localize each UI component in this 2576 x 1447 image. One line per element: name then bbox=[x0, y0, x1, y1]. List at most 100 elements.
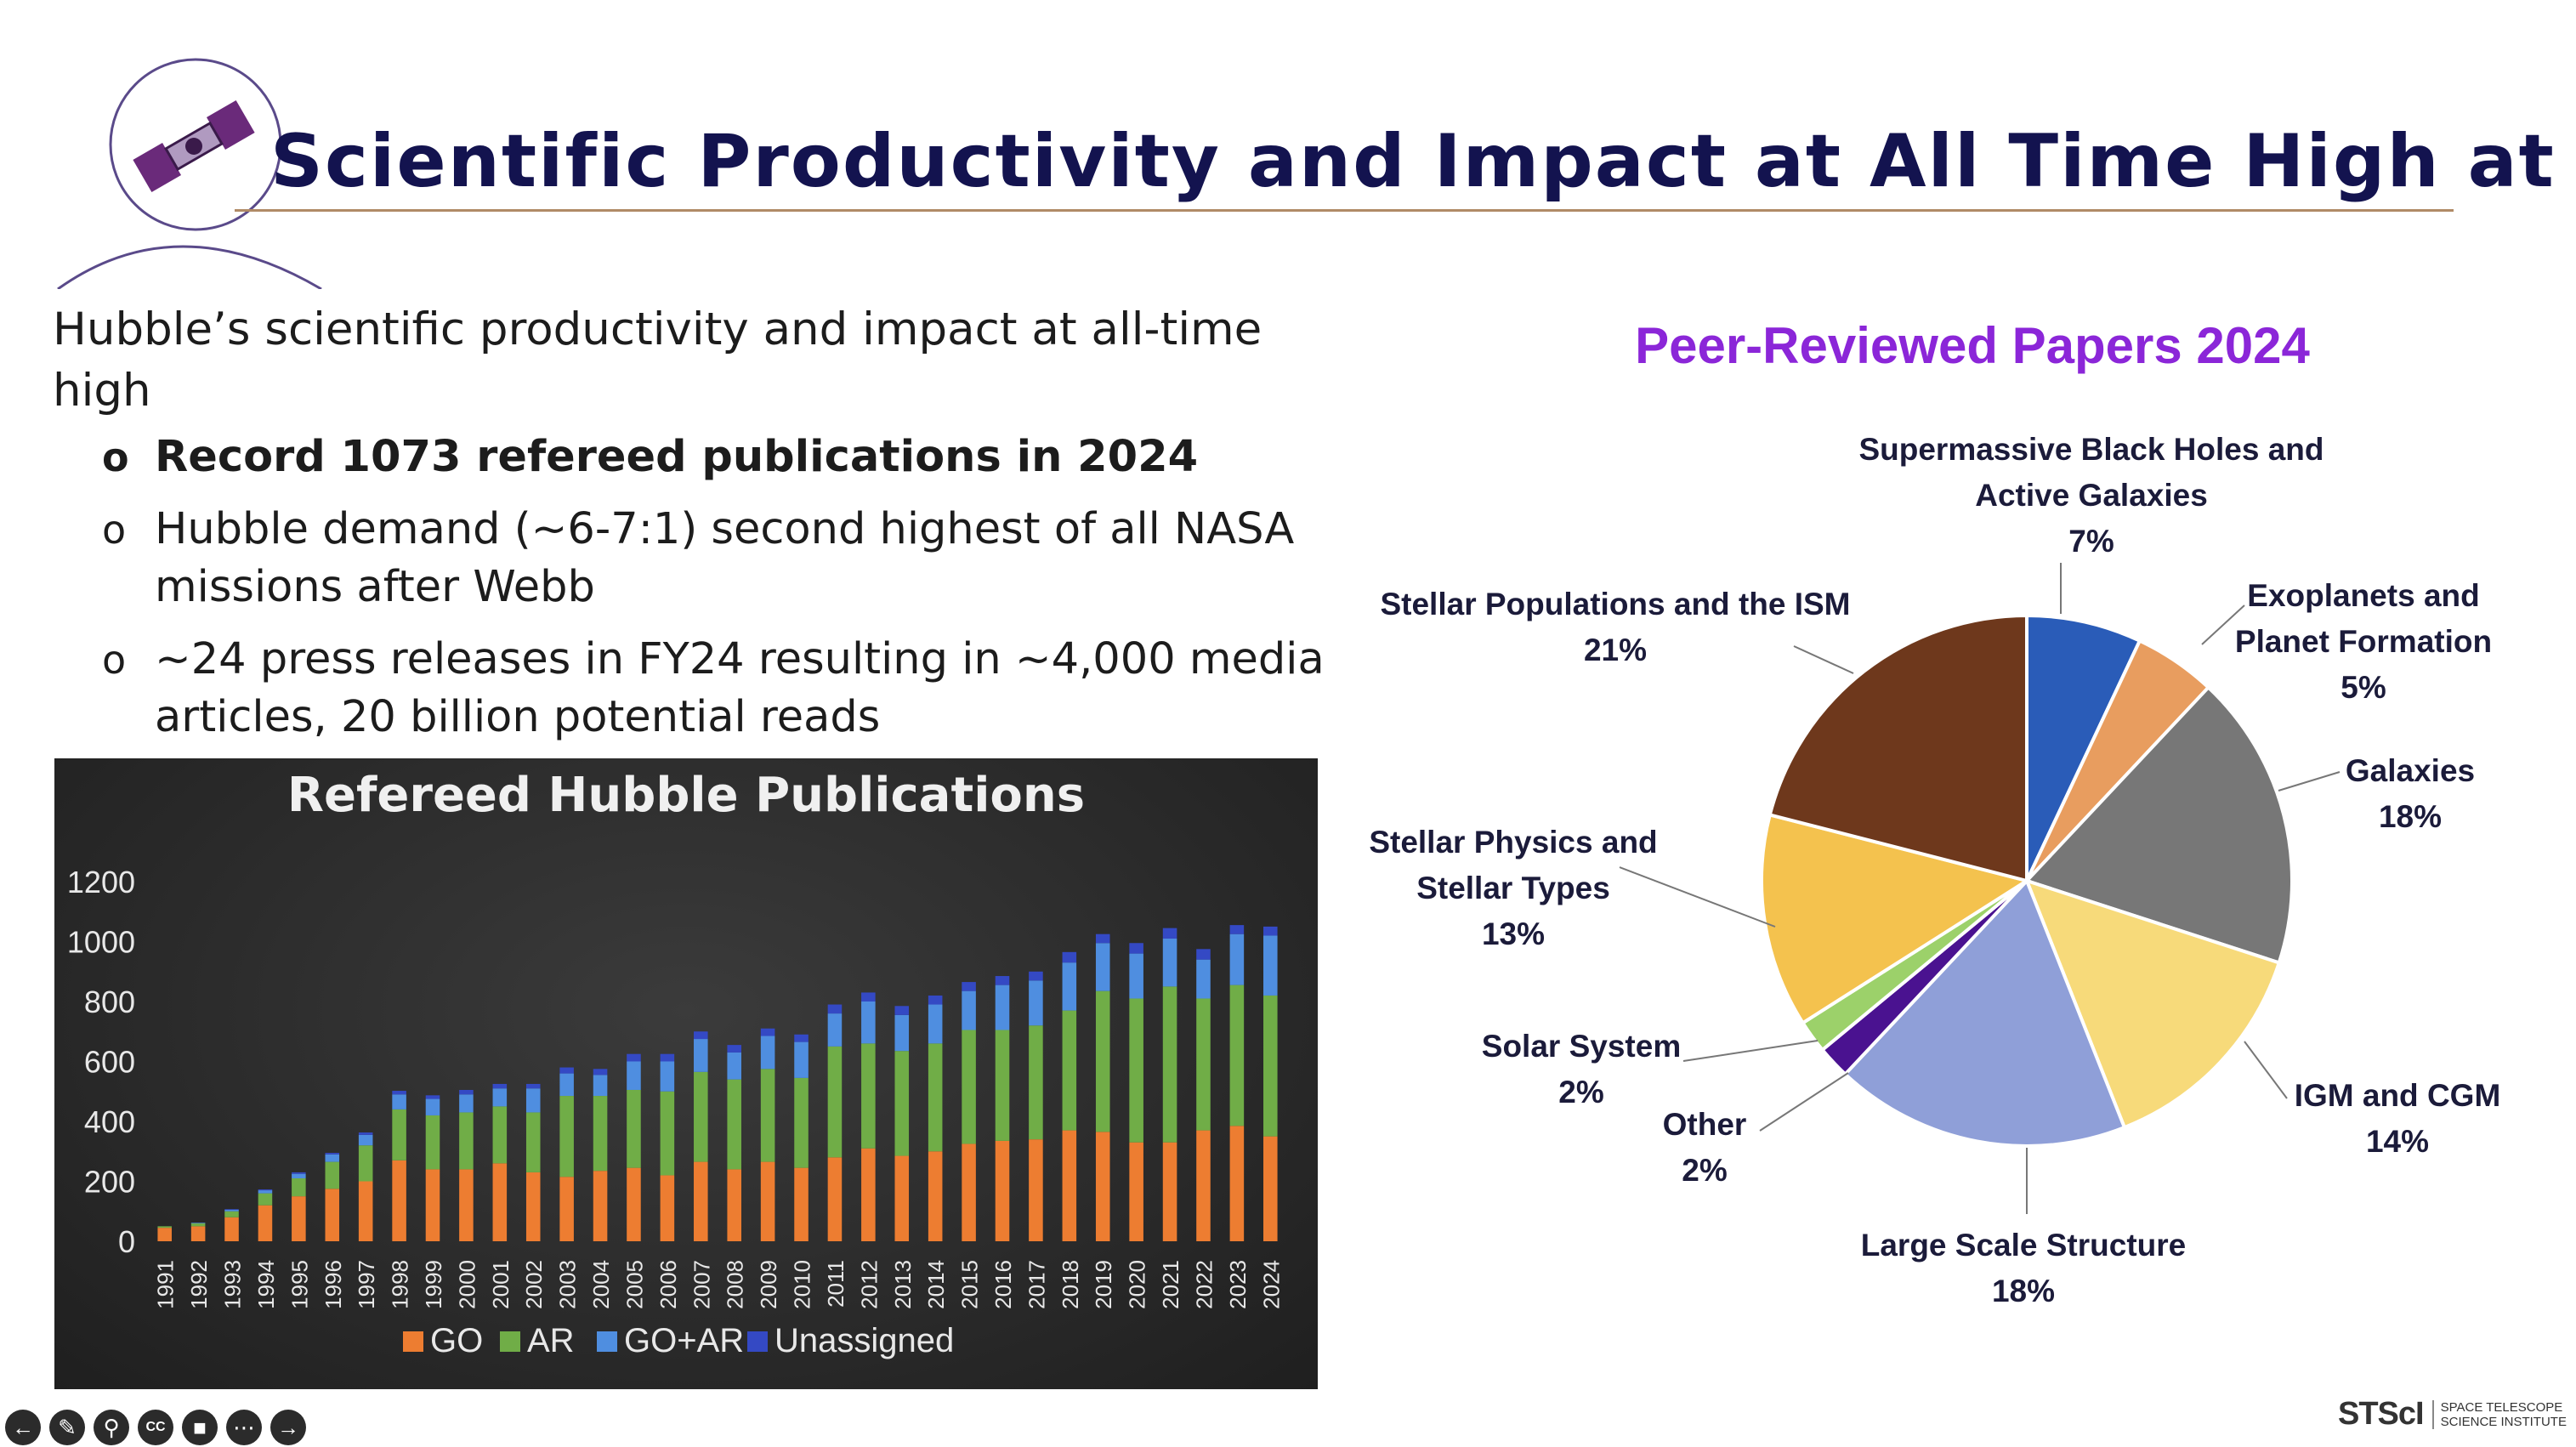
bar-segment-go bbox=[190, 1226, 206, 1241]
stsci-logo: STScI SPACE TELESCOPE SCIENCE INSTITUTE bbox=[2338, 1396, 2567, 1433]
x-tick-label: 2016 bbox=[990, 1260, 1016, 1309]
x-tick-label: 1996 bbox=[321, 1260, 346, 1309]
bar-segment-ar bbox=[694, 1071, 708, 1162]
pie-label-pct: 2% bbox=[1682, 1153, 1728, 1188]
bar-segment-go-ar bbox=[694, 1039, 708, 1072]
bar-segment-go bbox=[1229, 1126, 1245, 1241]
legend-label: GO+AR bbox=[624, 1322, 744, 1359]
bar-segment-go bbox=[962, 1143, 976, 1241]
bar-segment-ar bbox=[593, 1096, 608, 1172]
pie-label-igm: IGM and CGM 14% bbox=[2278, 1073, 2516, 1165]
pie-label-other: Other 2% bbox=[1641, 1102, 1768, 1194]
bar-segment-go-ar bbox=[1196, 959, 1211, 999]
bar-segment-unassigned bbox=[694, 1031, 708, 1040]
bar-segment-go-ar bbox=[760, 1036, 775, 1070]
bar-segment-ar bbox=[1263, 995, 1278, 1137]
pie-label-text: Stellar Populations and the ISM bbox=[1380, 587, 1851, 621]
bar-segment-ar bbox=[157, 1226, 172, 1229]
pie-label-pct: 18% bbox=[1991, 1274, 2056, 1308]
legend-swatch bbox=[500, 1331, 520, 1352]
bar-segment-go bbox=[694, 1161, 708, 1241]
bar-segment-ar bbox=[559, 1096, 574, 1177]
bar-segment-go bbox=[995, 1140, 1010, 1241]
bar-segment-go-ar bbox=[962, 990, 976, 1030]
x-tick-label: 2015 bbox=[957, 1260, 983, 1309]
captions-icon[interactable]: CC bbox=[138, 1410, 173, 1445]
bullet-text: Hubble demand (~6-7:1) second highest of… bbox=[155, 504, 1295, 612]
bar-segment-go-ar bbox=[258, 1190, 273, 1194]
x-tick-label: 2002 bbox=[521, 1260, 547, 1309]
bar-segment-ar bbox=[224, 1211, 239, 1217]
y-tick-label: 800 bbox=[84, 985, 135, 1019]
bar-segment-go bbox=[525, 1172, 541, 1241]
bar-segment-go-ar bbox=[1062, 962, 1077, 1011]
pie-slice bbox=[1842, 877, 2127, 1148]
bar-segment-ar bbox=[627, 1089, 641, 1168]
pie-label-stellar-physics: Stellar Physics and Stellar Types 13% bbox=[1360, 820, 1666, 957]
back-icon[interactable]: ← bbox=[5, 1410, 41, 1445]
pie-label-pct: 14% bbox=[2365, 1124, 2430, 1159]
bar-segment-go-ar bbox=[627, 1061, 641, 1090]
x-tick-label: 2012 bbox=[856, 1260, 882, 1309]
bar-segment-unassigned bbox=[962, 982, 976, 991]
bar-segment-ar bbox=[962, 1030, 976, 1144]
x-tick-label: 2022 bbox=[1191, 1260, 1217, 1309]
pie-label-pct: 18% bbox=[2378, 799, 2443, 834]
bullet-marker: o bbox=[102, 637, 127, 683]
presentation-toolbar: ← ✎ ⚲ CC ■ ⋯ → bbox=[5, 1410, 306, 1447]
pie-label-text: Supermassive Black Holes and bbox=[1858, 432, 2324, 467]
bullet-text: ~24 press releases in FY24 resulting in … bbox=[155, 634, 1325, 742]
x-tick-label: 1994 bbox=[253, 1260, 279, 1309]
x-tick-label: 2008 bbox=[723, 1260, 748, 1309]
zoom-icon[interactable]: ⚲ bbox=[94, 1410, 129, 1445]
pie-label-text: Solar System bbox=[1481, 1029, 1682, 1064]
bar-segment-go bbox=[492, 1163, 508, 1241]
legend-label: AR bbox=[527, 1322, 575, 1359]
more-icon[interactable]: ⋯ bbox=[226, 1410, 262, 1445]
x-tick-label: 2019 bbox=[1091, 1260, 1116, 1309]
x-tick-label: 2000 bbox=[454, 1260, 479, 1309]
stsci-sub-line: SPACE TELESCOPE bbox=[2440, 1399, 2563, 1415]
bar-segment-go bbox=[727, 1169, 741, 1241]
bar-segment-ar bbox=[827, 1046, 843, 1158]
pie-label-galaxies: Galaxies 18% bbox=[2321, 748, 2499, 840]
x-tick-label: 1998 bbox=[388, 1260, 413, 1309]
x-tick-label: 2010 bbox=[790, 1260, 815, 1309]
bar-segment-go-ar bbox=[358, 1134, 373, 1146]
bar-segment-ar bbox=[1129, 998, 1143, 1143]
pie-label-text: IGM and CGM bbox=[2294, 1078, 2501, 1113]
bar-segment-go bbox=[459, 1169, 474, 1241]
x-tick-label: 2001 bbox=[488, 1260, 513, 1309]
bar-segment-unassigned bbox=[660, 1053, 675, 1062]
pie-label-exoplanets: Exoplanets and Planet Formation 5% bbox=[2210, 573, 2516, 711]
camera-icon[interactable]: ■ bbox=[182, 1410, 218, 1445]
bar-segment-unassigned bbox=[392, 1091, 406, 1095]
pie-label-text: Galaxies bbox=[2345, 753, 2476, 788]
bar-segment-ar bbox=[1229, 985, 1245, 1126]
bar-segment-ar bbox=[727, 1079, 741, 1170]
bar-segment-unassigned bbox=[258, 1189, 273, 1191]
y-tick-label: 600 bbox=[84, 1045, 135, 1080]
pie-label-stellar-populations: Stellar Populations and the ISM 21% bbox=[1360, 582, 1870, 673]
bar-segment-go-ar bbox=[325, 1154, 340, 1162]
bar-segment-go bbox=[1263, 1136, 1278, 1241]
bar-segment-go bbox=[392, 1160, 406, 1241]
bar-segment-ar bbox=[760, 1069, 775, 1162]
pie-slice bbox=[2025, 613, 2142, 882]
bar-segment-ar bbox=[392, 1109, 406, 1160]
pie-label-text: Planet Formation bbox=[2234, 624, 2493, 659]
pie-slice bbox=[2023, 684, 2294, 965]
bar-segment-go-ar bbox=[1095, 943, 1110, 991]
pen-icon[interactable]: ✎ bbox=[49, 1410, 85, 1445]
forward-icon[interactable]: → bbox=[270, 1410, 306, 1445]
bar-segment-go bbox=[627, 1167, 641, 1241]
bar-chart-panel: Refereed Hubble Publications 0 200 400 600 80… bbox=[54, 758, 1318, 1389]
pie-label-lss: Large Scale Structure 18% bbox=[1836, 1223, 2210, 1314]
lead-text: Hubble’s scientific productivity and imp… bbox=[53, 304, 1262, 417]
y-tick-label: 400 bbox=[84, 1104, 135, 1139]
bar-segment-go bbox=[157, 1228, 172, 1241]
pie-label-smbh: Supermassive Black Holes and Active Gala… bbox=[1853, 427, 2329, 565]
bar-segment-go-ar bbox=[593, 1075, 608, 1097]
bar-segment-ar bbox=[258, 1193, 273, 1206]
